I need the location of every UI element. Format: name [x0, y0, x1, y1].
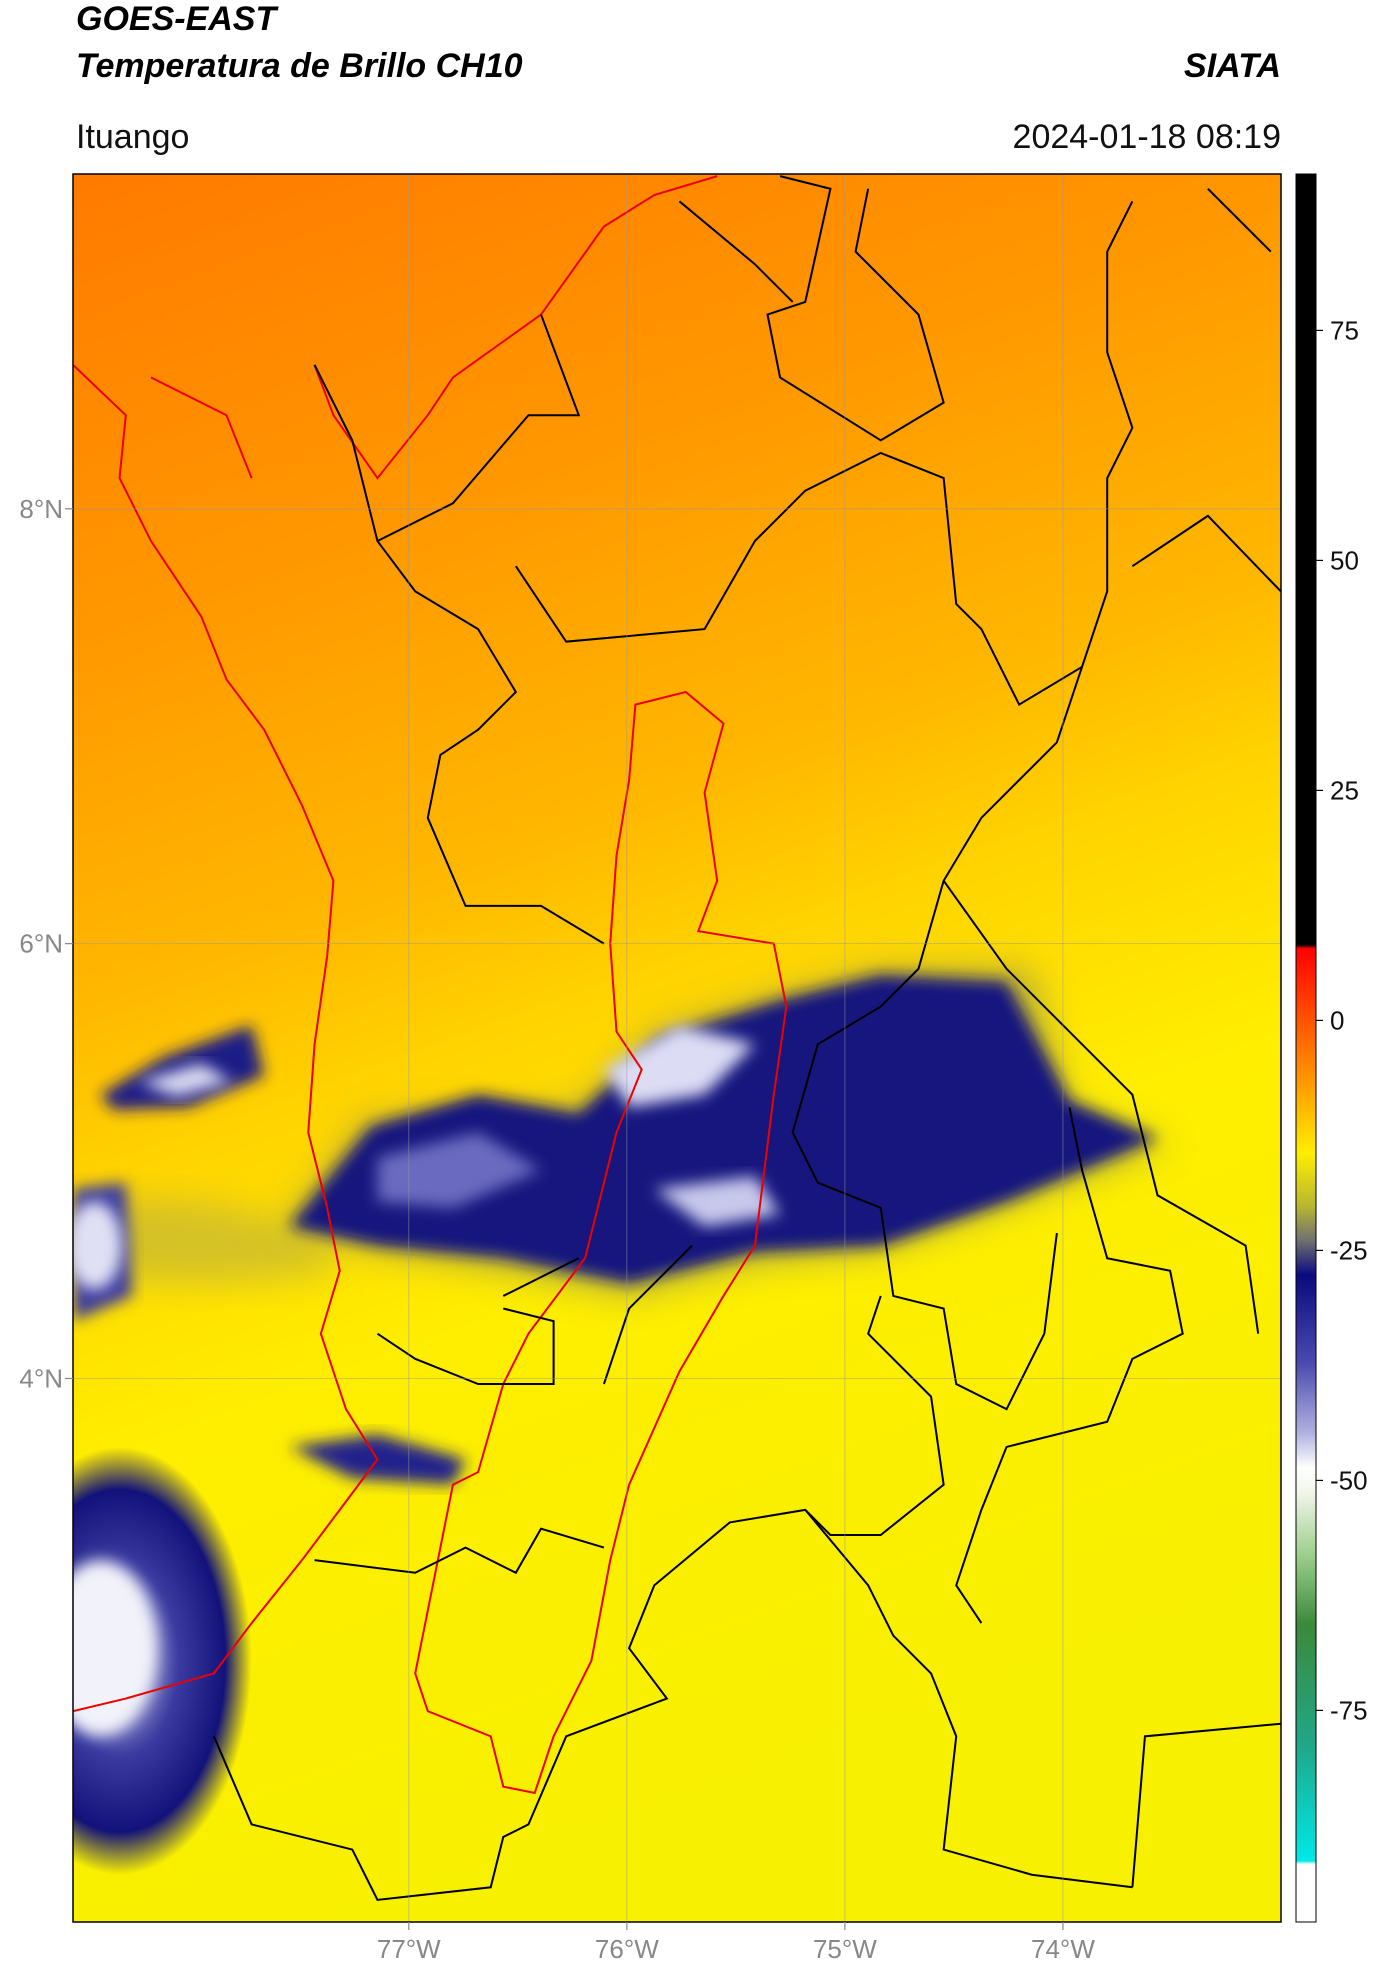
grid [73, 174, 1281, 1922]
x-tick-label: 76°W [595, 1934, 659, 1964]
colorbar-tick-label: -25 [1330, 1235, 1368, 1265]
y-tick-label: 6°N [19, 929, 63, 959]
map-image [73, 174, 1281, 1922]
colorbar-tick-label: 75 [1330, 315, 1359, 345]
colorbar-tick-label: 25 [1330, 775, 1359, 805]
colorbar-tick-label: 50 [1330, 545, 1359, 575]
boundaries [73, 175, 1281, 1901]
x-tick-label: 74°W [1031, 1934, 1095, 1964]
clouds [73, 968, 1171, 1875]
datetime: 2024-01-18 08:19 [1013, 118, 1281, 156]
location: Ituango [76, 118, 189, 156]
title-line: GOES-EAST [76, 0, 279, 38]
x-tick-label: 75°W [813, 1934, 877, 1964]
title-line: Temperatura de Brillo CH10 [76, 47, 523, 85]
colorbar-tick-label: -75 [1330, 1695, 1368, 1725]
brand: SIATA [1184, 47, 1281, 85]
colorbar-tick-label: 0 [1330, 1005, 1344, 1035]
y-tick-label: 4°N [19, 1363, 63, 1393]
y-tick-label: 8°N [19, 494, 63, 524]
colorbar [1295, 173, 1317, 1923]
x-tick-label: 77°W [377, 1934, 441, 1964]
colorbar-tick-label: -50 [1330, 1465, 1368, 1495]
map-frame [72, 173, 1282, 1923]
